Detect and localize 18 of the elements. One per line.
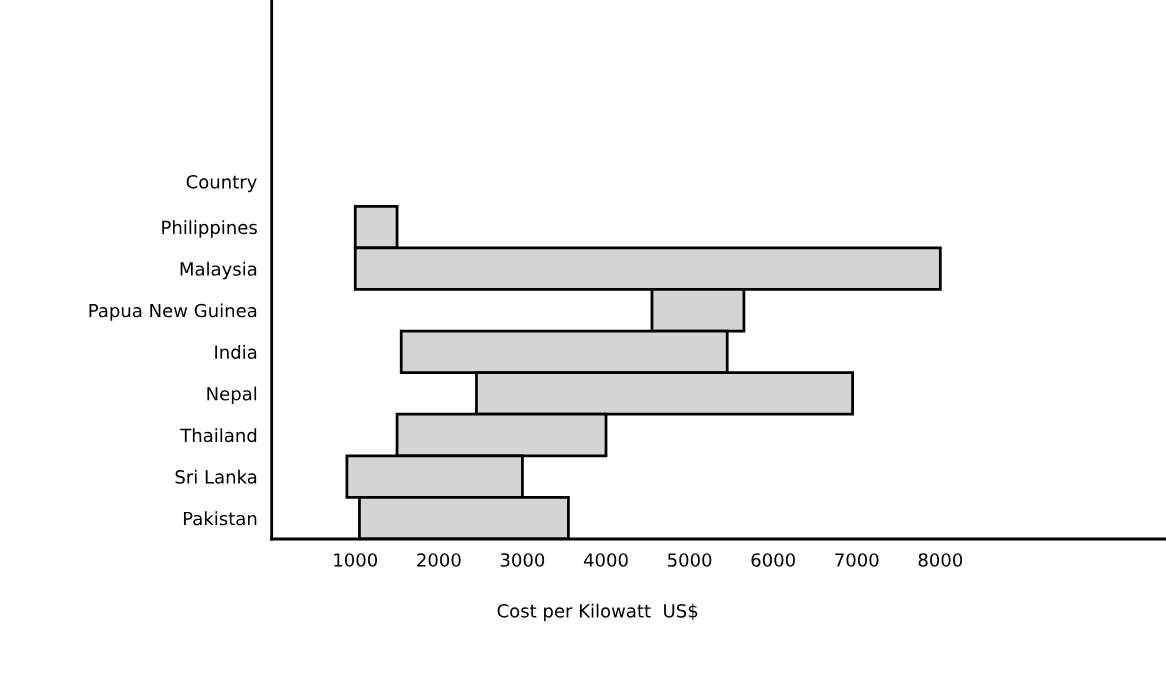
x-tick-label: 6000 bbox=[751, 553, 795, 567]
y-tick-label: Thailand bbox=[180, 428, 257, 443]
y-tick-label: Papua New Guinea bbox=[89, 303, 257, 321]
y-tick-label: Philippines bbox=[162, 220, 257, 238]
x-tick-label: 7000 bbox=[835, 553, 879, 567]
x-tick-label: 1000 bbox=[334, 553, 378, 567]
y-tick-label: Nepal bbox=[207, 386, 257, 405]
x-tick-label: 8000 bbox=[918, 553, 963, 567]
x-tick-label: 5000 bbox=[668, 553, 712, 567]
y-tick-label: India bbox=[215, 344, 257, 359]
y-tick-label: Pakistan bbox=[183, 511, 257, 526]
y-tick-label: Sri Lanka bbox=[175, 469, 257, 484]
x-axis-title: Cost per Kilowatt US$ bbox=[497, 603, 698, 622]
y-axis-title: Country bbox=[186, 174, 257, 193]
x-tick-label: 4000 bbox=[583, 553, 628, 567]
x-tick-label: 2000 bbox=[417, 553, 461, 567]
x-tick-label: 3000 bbox=[500, 553, 545, 567]
y-tick-label: Malaysia bbox=[180, 261, 257, 280]
